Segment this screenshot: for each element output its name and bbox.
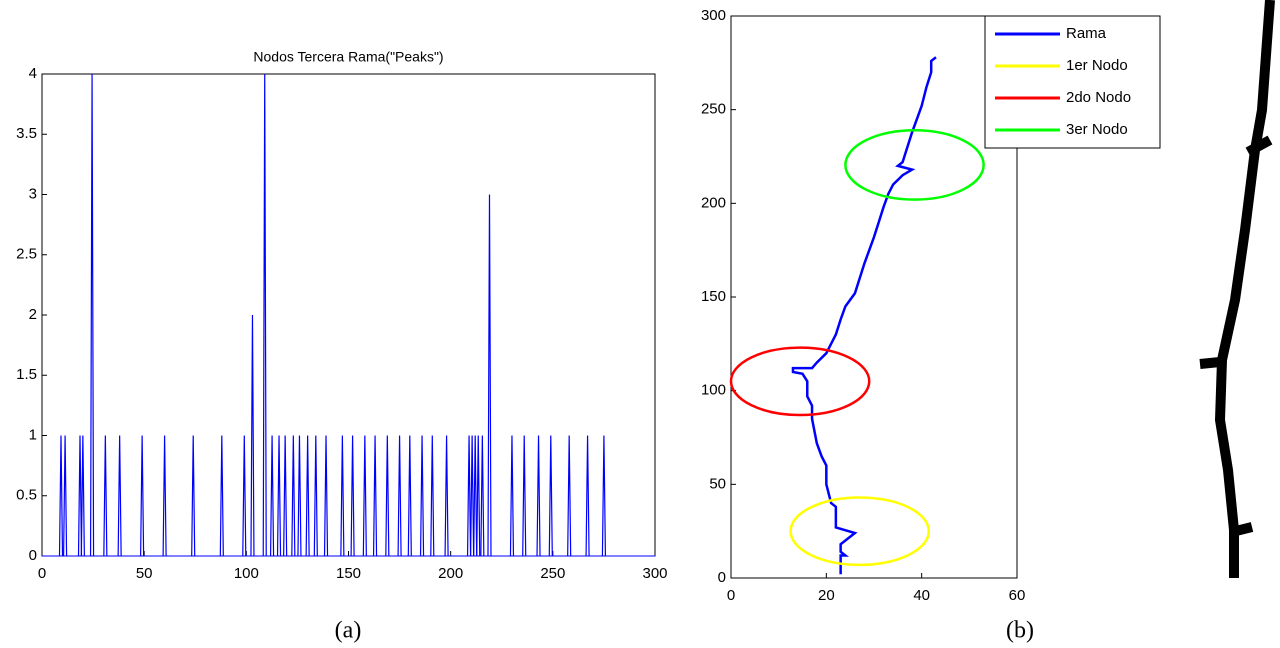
spike: [262, 73, 267, 557]
y-tick-label: 2: [29, 306, 37, 323]
y-tick-label: 0: [29, 547, 37, 564]
x-tick-label: 60: [1009, 587, 1026, 604]
caption: (b): [1006, 618, 1034, 644]
spike: [601, 435, 607, 557]
x-tick-label: 200: [438, 565, 463, 582]
spike: [103, 435, 108, 557]
spike: [419, 435, 425, 557]
x-tick-label: 0: [38, 565, 46, 582]
spike: [466, 435, 472, 557]
spike: [476, 435, 481, 557]
chart-title: Nodos Tercera Rama("Peaks"): [253, 49, 443, 65]
node-ellipse: [844, 129, 985, 201]
branch-line: [791, 56, 937, 575]
spike: [340, 435, 345, 557]
spike: [585, 435, 590, 557]
spike: [305, 435, 310, 557]
spike: [567, 435, 572, 557]
y-tick-label: 100: [701, 382, 726, 399]
y-tick-label: 250: [701, 101, 726, 118]
y-tick-label: 4: [29, 65, 37, 82]
x-tick-label: 0: [727, 587, 735, 604]
legend-label: 2do Nodo: [1066, 89, 1131, 106]
x-tick-label: 250: [540, 565, 565, 582]
spike: [487, 194, 492, 557]
y-tick-label: 300: [701, 7, 726, 24]
spike: [89, 73, 95, 557]
spike: [522, 435, 527, 557]
node-ellipse: [789, 496, 931, 567]
x-tick-label: 50: [136, 565, 153, 582]
y-tick-label: 50: [709, 475, 726, 492]
spike: [372, 435, 378, 557]
y-tick-label: 3.5: [16, 125, 37, 142]
spike: [385, 435, 390, 557]
y-tick-label: 2.5: [16, 246, 37, 263]
spike: [191, 435, 196, 557]
spike: [58, 435, 64, 557]
node-ellipse: [729, 346, 871, 417]
legend-label: 3er Nodo: [1066, 121, 1128, 138]
spike: [407, 435, 412, 557]
y-tick-label: 1.5: [16, 366, 37, 383]
spike: [536, 435, 541, 557]
spike: [250, 314, 255, 557]
spike: [480, 435, 485, 557]
spike: [323, 435, 329, 557]
y-tick-label: 1: [29, 426, 37, 443]
plot-area: [41, 73, 656, 557]
spike: [62, 435, 68, 557]
spike: [291, 435, 296, 557]
spike: [313, 435, 318, 557]
spike: [397, 435, 402, 557]
y-tick-label: 200: [701, 194, 726, 211]
y-tick-label: 150: [701, 288, 726, 305]
spike: [219, 435, 224, 557]
spike: [242, 435, 247, 557]
y-tick-label: 0: [718, 569, 726, 586]
x-tick-label: 300: [642, 565, 667, 582]
caption: (a): [335, 618, 362, 644]
x-tick-label: 150: [336, 565, 361, 582]
spike: [117, 435, 122, 557]
spike: [276, 435, 282, 557]
spike: [473, 435, 478, 557]
x-tick-label: 100: [234, 565, 259, 582]
x-tick-label: 20: [818, 587, 835, 604]
spike: [548, 435, 553, 557]
spike: [362, 435, 367, 557]
spike: [269, 435, 275, 557]
spike: [80, 435, 85, 557]
x-tick-label: 40: [913, 587, 930, 604]
y-tick-label: 3: [29, 185, 37, 202]
legend-label: Rama: [1066, 25, 1107, 42]
plot-area: [730, 15, 1018, 579]
legend-box: [984, 15, 1161, 149]
y-tick-label: 0.5: [16, 487, 37, 504]
spike: [444, 435, 449, 557]
spike: [283, 435, 288, 557]
spike: [509, 435, 515, 557]
spike: [297, 435, 302, 557]
spike: [350, 435, 355, 557]
legend-label: 1er Nodo: [1066, 57, 1128, 74]
spike: [470, 435, 475, 557]
spike: [77, 435, 83, 557]
spike: [430, 435, 435, 557]
spike: [140, 435, 145, 557]
spike: [162, 435, 167, 557]
branch-image: [1199, 0, 1275, 578]
